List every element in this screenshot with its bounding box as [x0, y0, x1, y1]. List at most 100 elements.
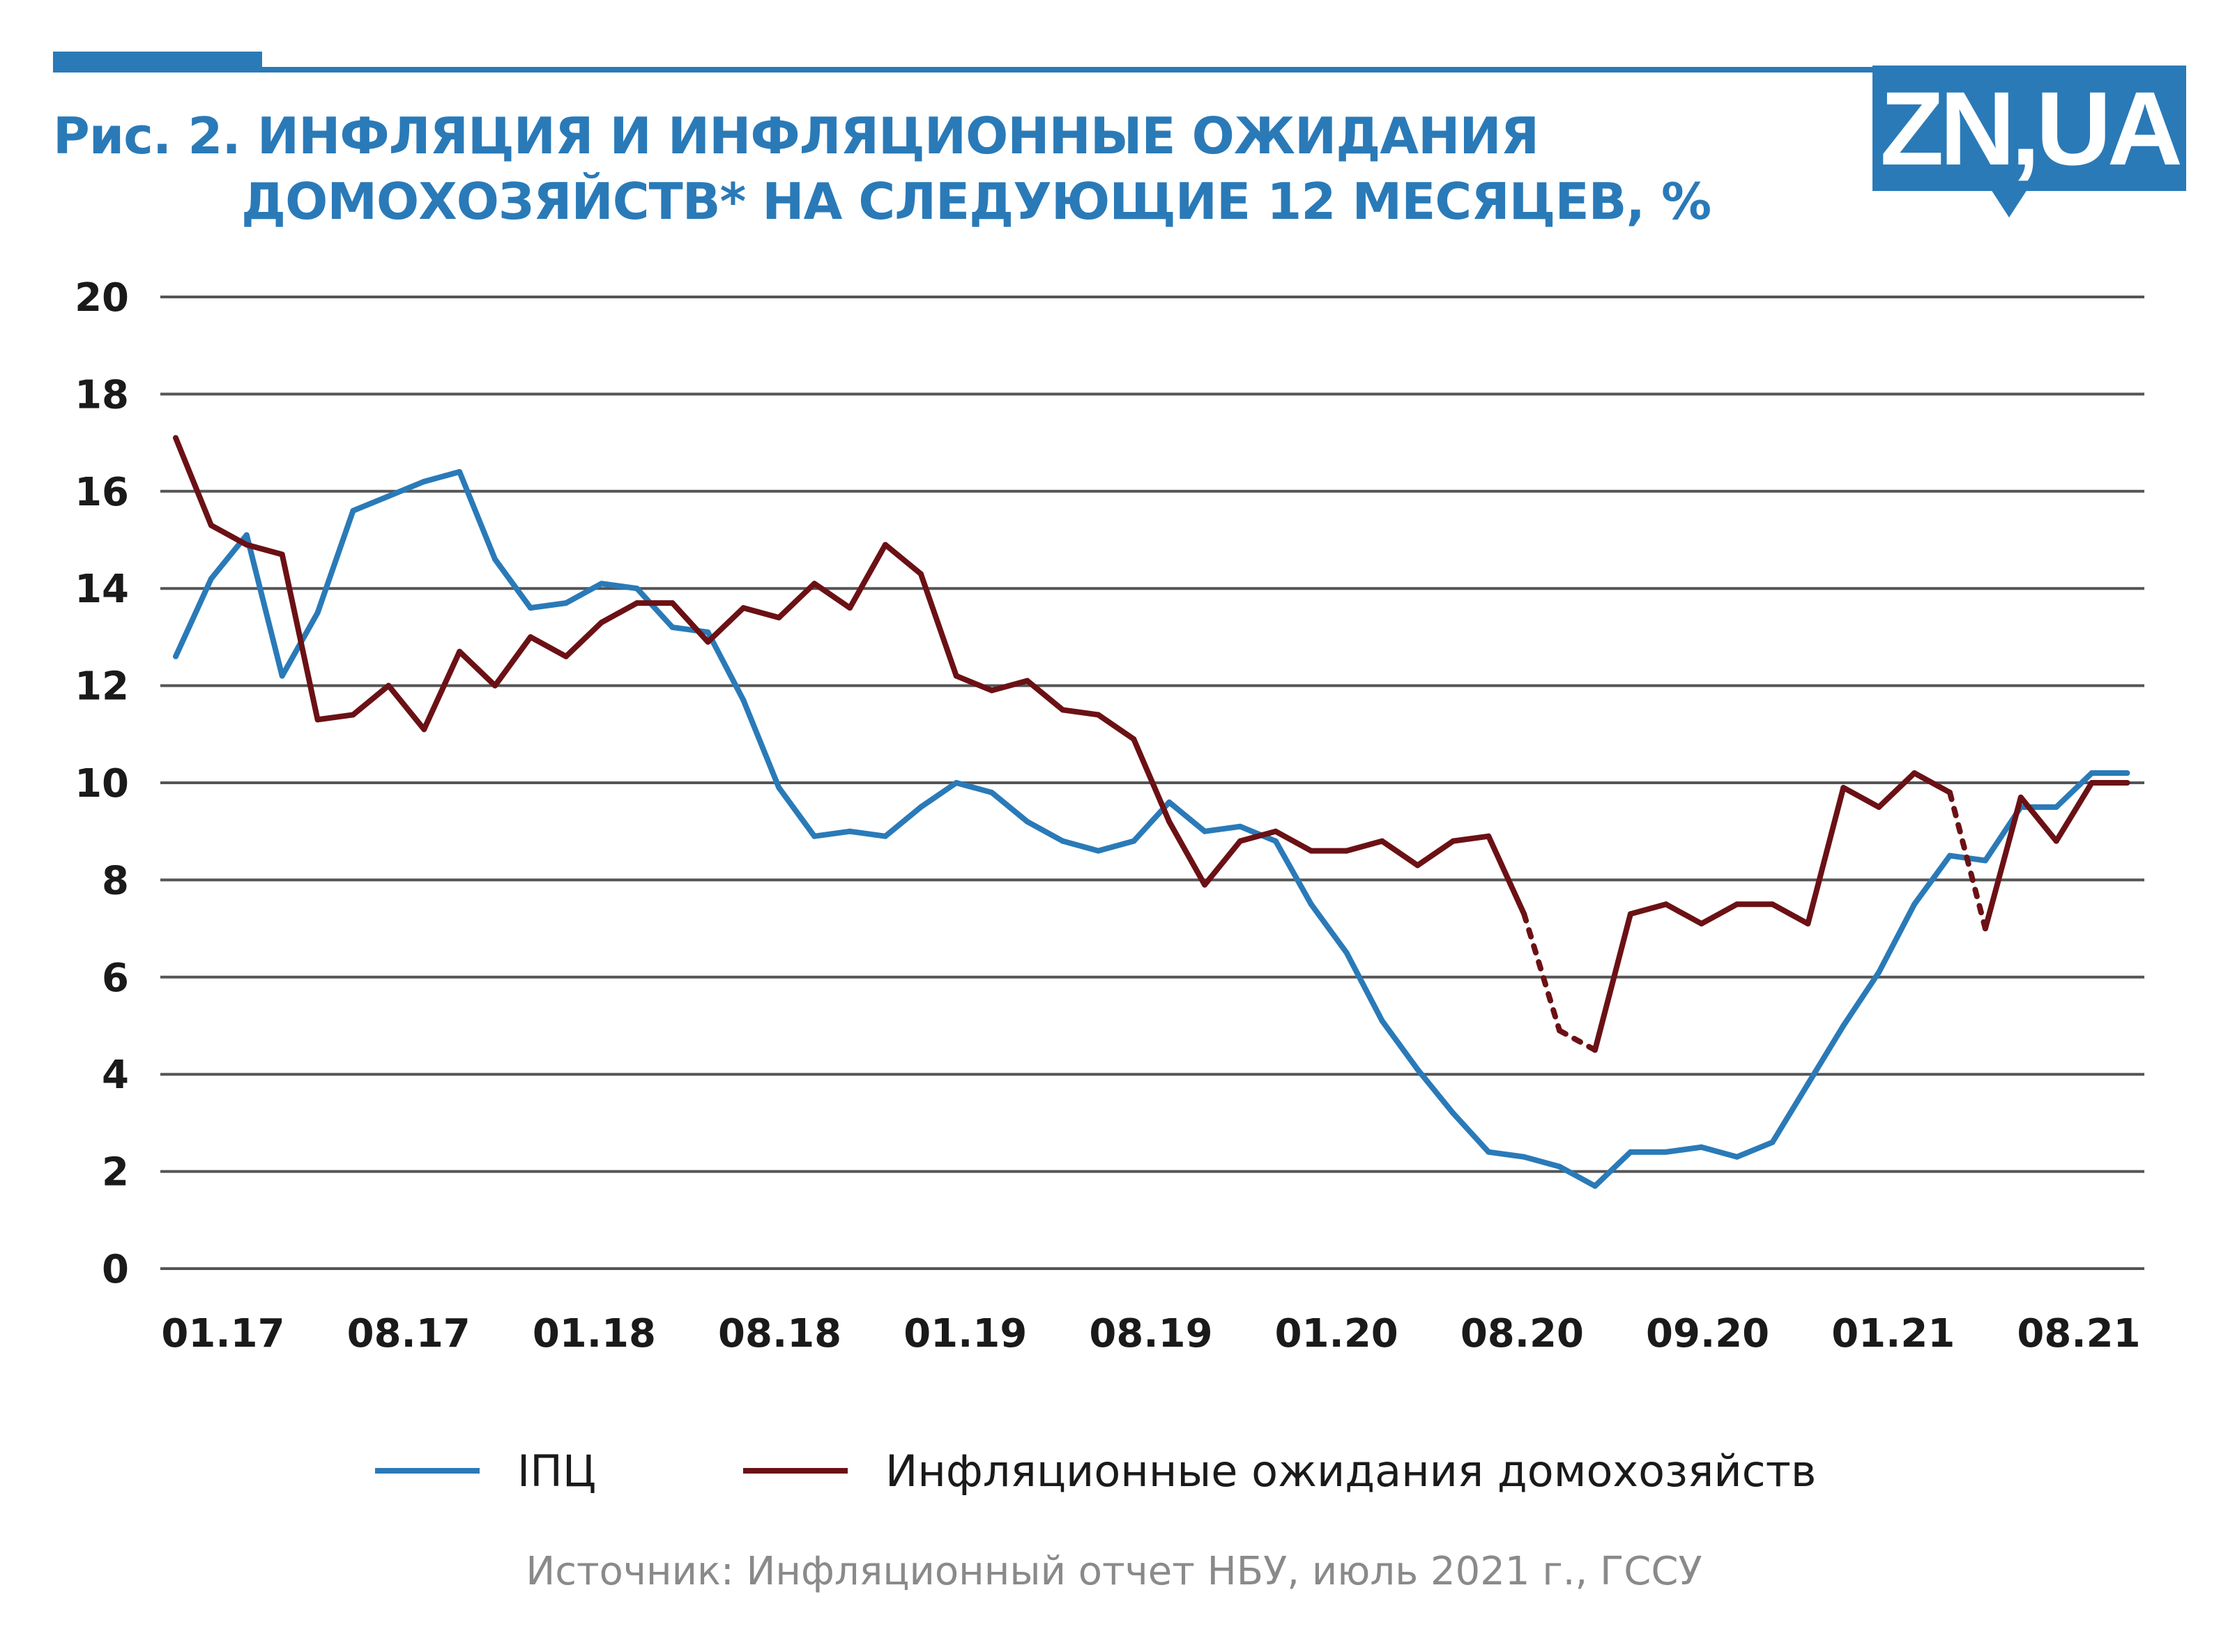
series-0-point [1947, 853, 1953, 859]
series-0-point [847, 829, 853, 834]
series-0-point [208, 576, 214, 581]
series-0-segment [705, 629, 747, 703]
series-0-segment [350, 493, 392, 514]
series-0-point [1521, 1154, 1527, 1160]
series-1-segment [350, 682, 392, 718]
series-1-point [740, 605, 746, 611]
series-0-point [989, 790, 995, 795]
y-tick-label: 10 [75, 761, 129, 806]
y-tick-label: 14 [75, 567, 129, 612]
series-1-segment [421, 648, 463, 733]
x-tick-label: 08.19 [1089, 1311, 1212, 1356]
series-1-point [811, 581, 817, 586]
series-1-segment [1912, 770, 1953, 795]
series-1-point [847, 605, 853, 611]
series-0-point [1912, 901, 1917, 907]
series-1-point [670, 600, 676, 606]
logo-speech-notch [1991, 190, 2027, 217]
series-1-segment [1627, 901, 1669, 917]
series-1-segment [1095, 712, 1137, 742]
series-0-segment [1521, 1154, 1563, 1170]
series-1-segment [314, 712, 356, 723]
series-1-point [918, 571, 924, 576]
series-1-point [280, 551, 285, 557]
series-0-segment [1486, 1149, 1527, 1160]
legend-swatch-expectations [743, 1468, 848, 1474]
series-1-point [954, 673, 959, 679]
series-0-point [1273, 839, 1279, 844]
series-0-point [670, 625, 676, 630]
series-0-segment [1414, 1066, 1456, 1116]
series-0-segment [1663, 1144, 1704, 1155]
series-1-segment [1272, 828, 1314, 854]
series-0-segment [740, 697, 782, 790]
series-1-point [1095, 712, 1101, 717]
series-0-segment [1698, 1144, 1740, 1160]
series-1-point [1912, 770, 1917, 776]
series-0-segment [1734, 1139, 1776, 1160]
x-tick-label: 08.17 [347, 1311, 471, 1356]
series-0-segment [528, 600, 569, 611]
series-0-point [351, 508, 356, 514]
series-0-segment [1805, 1023, 1847, 1087]
series-1-point [883, 542, 888, 547]
series-1-point [2054, 839, 2059, 844]
y-tick-label: 12 [75, 664, 129, 710]
series-0-segment [669, 624, 711, 635]
series-0-segment [598, 581, 640, 592]
series-0-point [1131, 839, 1136, 844]
legend-swatch-cpi [375, 1468, 480, 1474]
series-1-point [1521, 911, 1527, 917]
y-axis-ticks: 0 2 4 6 8 10 12 14 16 18 20 [75, 275, 129, 1292]
series-1-segment [457, 648, 498, 689]
series-0-point [1699, 1145, 1704, 1150]
series-0-segment [1308, 901, 1350, 956]
y-tick-label: 18 [75, 372, 129, 418]
series-1-point [351, 712, 356, 717]
series-1-point [634, 600, 640, 606]
series-1-point [1450, 839, 1456, 844]
series-0-segment [1379, 1018, 1421, 1073]
series-0-segment [492, 556, 533, 611]
series-0-point [315, 610, 321, 615]
series-1-point [173, 435, 178, 441]
logo-box [1872, 66, 2186, 191]
series-1-point [1060, 707, 1065, 712]
series-1-point [1344, 848, 1350, 854]
series-1-segment [953, 673, 995, 694]
series-0-point [1025, 819, 1030, 825]
series-1-point [1273, 829, 1279, 834]
series-1-point [1380, 839, 1385, 844]
series-1-point [776, 615, 781, 620]
series-0-point [1983, 858, 1988, 864]
series-0-point [1060, 839, 1065, 844]
series-1-point [1025, 678, 1030, 684]
series-0-point [1557, 1164, 1562, 1170]
series-1-point [492, 683, 498, 689]
legend-label-cpi: ІПЦ [517, 1445, 597, 1497]
series-0-point [1628, 1149, 1633, 1155]
header-rule-accent [53, 52, 262, 72]
series-1-point [1237, 839, 1243, 844]
logo-text: ZN,UA [1879, 70, 2183, 187]
series-1-point [457, 649, 462, 655]
series-0-segment [1769, 1081, 1811, 1145]
series-0-point [1415, 1066, 1420, 1072]
series-1-point [1876, 804, 1882, 810]
series-1-segment [1557, 1027, 1598, 1053]
series-1-segment [989, 678, 1030, 694]
series-1-segment [1769, 901, 1811, 927]
series-0-point [883, 834, 888, 839]
series-0-point [2054, 804, 2059, 810]
series-1-segment [598, 600, 640, 625]
series-1-segment [386, 682, 427, 733]
y-tick-label: 20 [75, 275, 129, 321]
series-0-point [1380, 1018, 1385, 1024]
series-1-point [2125, 780, 2130, 786]
series-0-point [2089, 770, 2095, 776]
series-0-point [173, 654, 178, 659]
y-tick-label: 8 [102, 858, 129, 903]
series-0-point [244, 533, 250, 538]
series-1-point [2089, 780, 2095, 786]
series-0-point [1166, 800, 1172, 805]
